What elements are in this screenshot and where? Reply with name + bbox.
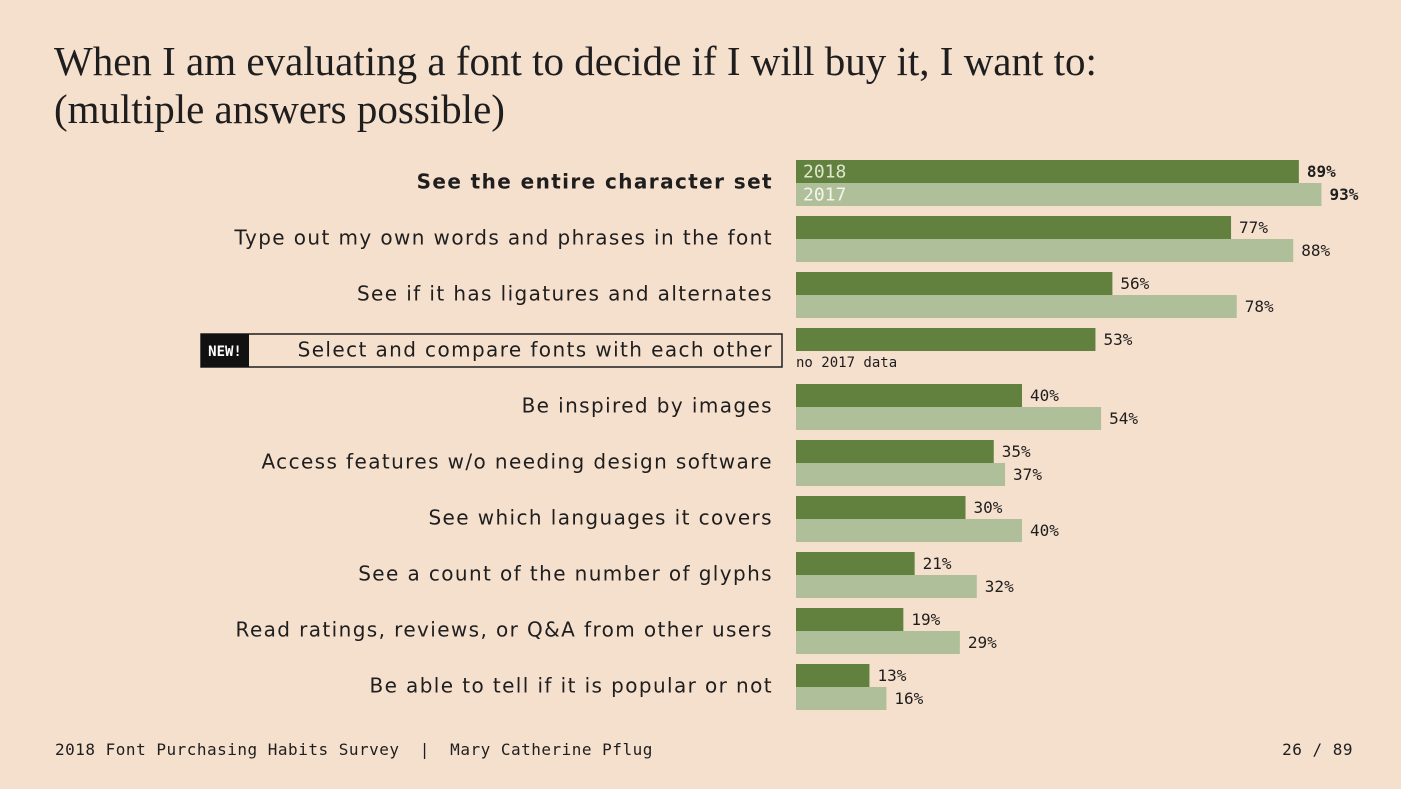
value-label: 35% [1002,442,1031,461]
bar [796,608,904,631]
value-label: 93% [1329,185,1358,204]
category-label: Access features w/o needing design softw… [261,450,773,474]
bar [796,295,1237,318]
chart-title: When I am evaluating a font to decide if… [54,38,1097,84]
category-label: Type out my own words and phrases in the… [233,226,773,250]
value-label: 21% [923,554,952,573]
annotation: no 2017 data [796,355,897,371]
category-label: See which languages it covers [428,506,773,530]
bar [796,407,1102,430]
category-label: Read ratings, reviews, or Q&A from other… [236,618,773,642]
bar [796,272,1113,295]
category-label: Select and compare fonts with each other [298,338,773,362]
value-label: 40% [1030,521,1059,540]
value-label: 32% [985,577,1014,596]
value-label: 88% [1301,241,1330,260]
value-label: 30% [974,498,1003,517]
chart-subtitle: (multiple answers possible) [54,86,505,132]
value-label: 54% [1109,409,1138,428]
legend-label: 2018 [803,162,846,183]
value-label: 53% [1103,330,1132,349]
category-label: Be inspired by images [522,394,773,418]
value-label: 16% [894,689,923,708]
value-label: 89% [1307,162,1336,181]
page-number: 26 / 89 [1282,740,1353,759]
value-label: 13% [877,666,906,685]
bar [796,239,1294,262]
bar [796,575,977,598]
legend-label: 2017 [803,185,846,206]
value-label: 19% [911,610,940,629]
value-label: 56% [1120,274,1149,293]
value-label: 78% [1245,297,1274,316]
badge-box [201,334,249,367]
bar [796,328,1096,351]
bar [796,463,1006,486]
bar [796,552,915,575]
badge-text: NEW! [208,344,242,360]
bar [796,384,1022,407]
value-label: 37% [1013,465,1042,484]
category-label: See the entire character set [417,170,773,194]
value-label: 29% [968,633,997,652]
bar [796,160,1299,183]
value-label: 77% [1239,218,1268,237]
bar [796,664,870,687]
category-label: See if it has ligatures and alternates [357,282,773,306]
category-label: See a count of the number of glyphs [358,562,773,586]
bar [796,631,960,654]
bar [796,496,966,519]
bar [796,183,1322,206]
bar [796,519,1022,542]
footer-source: 2018 Font Purchasing Habits Survey | Mar… [55,740,653,759]
bar [796,687,887,710]
bar [796,440,994,463]
value-label: 40% [1030,386,1059,405]
category-label: Be able to tell if it is popular or not [369,674,773,698]
bar [796,216,1232,239]
